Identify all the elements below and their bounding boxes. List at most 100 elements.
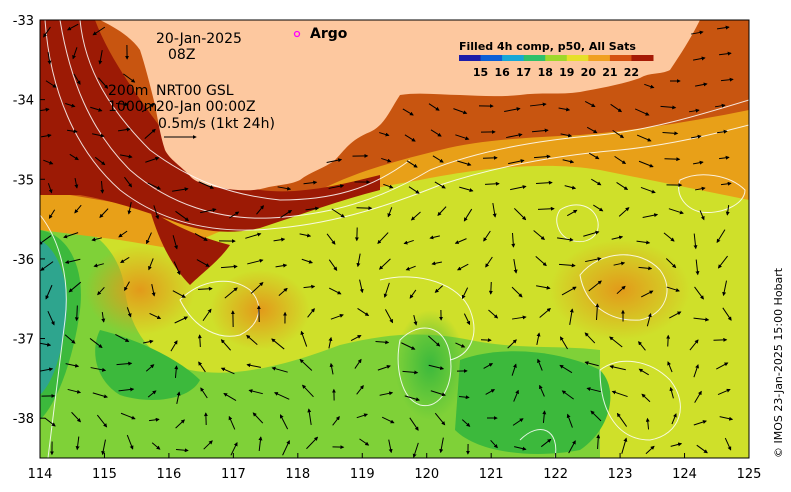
current-arrow xyxy=(306,436,319,450)
current-arrow xyxy=(256,205,264,215)
legend-tick-label: 20 xyxy=(581,66,597,79)
current-arrow xyxy=(463,208,473,222)
contour-line xyxy=(44,20,749,231)
current-arrow xyxy=(513,259,518,274)
current-arrow xyxy=(694,286,704,300)
current-arrow xyxy=(692,160,704,165)
current-arrow xyxy=(246,363,261,368)
current-arrow xyxy=(618,207,630,217)
contour-line xyxy=(579,254,668,321)
current-arrow xyxy=(126,434,134,450)
current-arrow xyxy=(305,206,320,211)
current-arrow xyxy=(406,160,418,168)
current-arrow xyxy=(378,258,391,270)
current-arrow xyxy=(118,387,135,392)
land xyxy=(85,20,749,191)
current-arrow xyxy=(176,391,181,404)
current-arrow xyxy=(303,284,316,289)
current-arrow xyxy=(512,315,527,320)
current-arrow xyxy=(613,261,626,266)
current-arrow xyxy=(377,232,389,245)
current-arrow xyxy=(584,361,599,367)
current-arrow xyxy=(720,77,734,82)
current-arrow xyxy=(220,367,235,375)
current-arrow xyxy=(47,51,52,65)
current-arrow xyxy=(381,157,392,163)
current-arrow xyxy=(540,438,552,448)
legend-color-segment xyxy=(523,55,546,61)
current-arrow xyxy=(514,446,527,451)
current-arrow xyxy=(434,412,446,426)
current-arrow xyxy=(275,263,288,268)
x-axis: 114 115 116 117 118 119 120 121 122 123 124 125 xyxy=(28,453,761,482)
legend-color-segment xyxy=(502,55,525,61)
current-arrow xyxy=(646,312,652,327)
current-arrow xyxy=(172,290,186,298)
current-arrow xyxy=(100,180,105,194)
current-arrow xyxy=(379,132,390,137)
current-arrow xyxy=(722,307,732,321)
current-arrow xyxy=(690,134,702,139)
y-tick-label: -34 xyxy=(13,94,34,109)
y-tick-label: -33 xyxy=(13,14,34,29)
current-arrow xyxy=(461,287,469,300)
current-arrow xyxy=(126,307,132,318)
current-arrow xyxy=(250,282,264,294)
current-arrow xyxy=(511,232,516,248)
current-arrow xyxy=(609,364,626,371)
current-arrow xyxy=(359,279,364,294)
current-arrow xyxy=(198,361,206,373)
current-arrow xyxy=(196,259,210,267)
current-arrow xyxy=(504,107,521,113)
x-tick-label: 119 xyxy=(350,467,375,482)
current-arrow xyxy=(588,152,600,160)
current-arrow xyxy=(510,185,527,191)
current-arrow xyxy=(247,258,264,265)
current-arrow xyxy=(175,419,185,429)
current-arrow xyxy=(488,309,499,319)
current-arrow xyxy=(45,284,53,300)
current-arrow xyxy=(539,384,545,397)
current-arrow xyxy=(64,258,81,264)
current-arrow xyxy=(669,311,682,319)
legend-tick-label: 21 xyxy=(602,66,617,79)
current-arrow xyxy=(97,286,105,296)
current-arrow xyxy=(228,415,236,430)
current-arrow xyxy=(461,419,471,427)
argo-legend: Argo xyxy=(293,26,348,42)
current-arrow xyxy=(356,385,364,395)
bathymetry-contours xyxy=(40,20,749,458)
current-arrow xyxy=(457,263,469,271)
current-arrow xyxy=(560,133,573,138)
legend-color-segment xyxy=(480,55,503,61)
current-arrow xyxy=(120,256,130,264)
current-arrow xyxy=(73,73,81,85)
current-arrow xyxy=(428,335,441,347)
current-arrow xyxy=(332,416,340,426)
current-arrow xyxy=(94,156,106,166)
current-arrow xyxy=(375,340,390,345)
current-arrow xyxy=(197,286,213,291)
current-arrow xyxy=(63,232,79,239)
current-arrow xyxy=(566,209,578,217)
current-arrow xyxy=(328,184,345,189)
current-arrow xyxy=(175,210,190,222)
current-arrow xyxy=(432,155,444,163)
current-arrow xyxy=(562,159,575,164)
current-arrow xyxy=(610,103,623,113)
contour-line xyxy=(397,327,452,407)
current-arrow xyxy=(621,437,628,454)
current-arrow xyxy=(299,359,313,371)
current-arrow xyxy=(693,233,698,250)
current-arrow xyxy=(329,362,334,375)
current-arrow xyxy=(431,261,442,266)
source-label: NRT00 GSL xyxy=(156,83,234,99)
current-arrow xyxy=(90,367,107,372)
current-arrow xyxy=(583,230,600,237)
current-arrow xyxy=(483,363,494,369)
legend-title: Filled 4h comp, p50, All Sats xyxy=(459,40,636,53)
current-arrow xyxy=(300,330,308,347)
current-arrow xyxy=(403,239,414,245)
current-arrow xyxy=(43,26,51,38)
